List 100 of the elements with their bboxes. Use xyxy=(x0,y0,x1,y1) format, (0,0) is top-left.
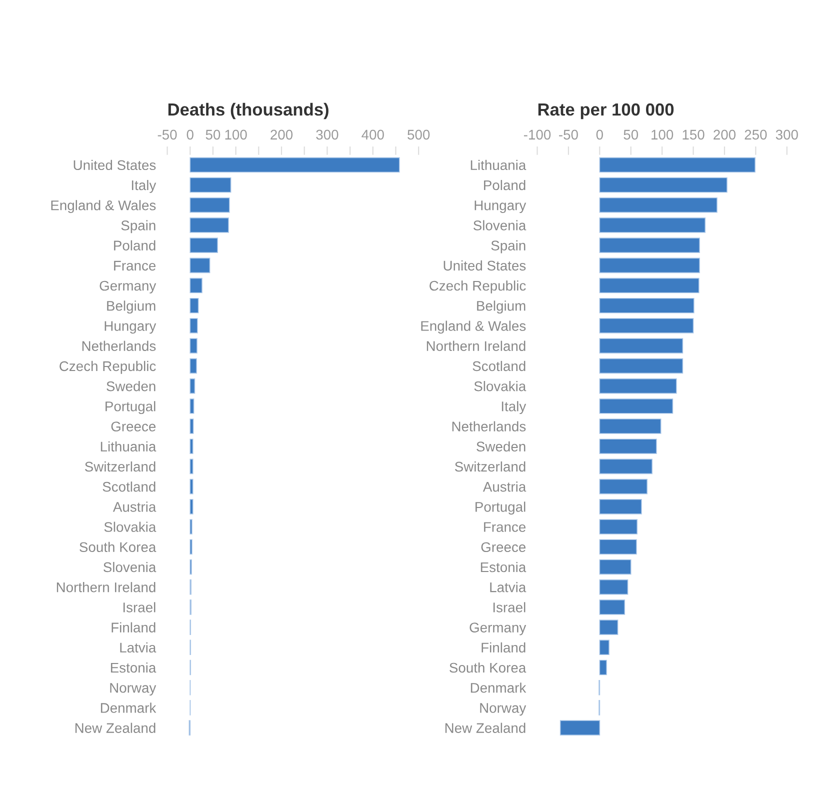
y-tick-label: England & Wales xyxy=(421,320,526,334)
bar xyxy=(190,499,194,514)
y-tick-label: Norway xyxy=(110,683,156,696)
y-tick-label: Hungary xyxy=(104,321,156,334)
bar xyxy=(190,298,199,314)
y-tick-label: Czech Republic xyxy=(430,280,526,294)
y-tick-label: Finland xyxy=(482,642,526,653)
y-tick-label: France xyxy=(114,260,156,271)
y-tick-label: Israel xyxy=(123,602,156,612)
bar xyxy=(190,338,198,354)
y-tick-label: Slovakia xyxy=(104,522,156,532)
y-tick-label: Switzerland xyxy=(85,461,156,472)
y-tick-label: Latvia xyxy=(490,582,526,592)
y-tick-label: Norway xyxy=(480,703,526,716)
bar xyxy=(599,238,700,253)
x-tick-label: 100 xyxy=(225,130,247,140)
y-tick-label: Estonia xyxy=(110,662,156,673)
bar xyxy=(599,600,626,615)
bar xyxy=(190,438,194,454)
y-tick-label: Denmark xyxy=(100,702,156,713)
bar xyxy=(599,358,684,374)
y-tick-label: Belgium xyxy=(477,300,526,314)
y-tick-label: Italy xyxy=(502,401,526,414)
x-tick-label: -50 xyxy=(559,130,578,140)
x-tick-label: 150 xyxy=(682,130,704,140)
y-tick-label: Italy xyxy=(132,180,156,193)
x-tick-label: 0 xyxy=(596,130,603,140)
bar xyxy=(599,660,607,676)
y-tick-label: Lithuania xyxy=(470,160,526,170)
bar xyxy=(190,398,194,414)
chart-title: Rate per 100 000 xyxy=(538,103,674,120)
y-tick-label: Estonia xyxy=(480,562,526,572)
bar xyxy=(190,157,400,173)
bar xyxy=(599,398,674,414)
y-tick-label: Switzerland xyxy=(454,461,526,472)
bar xyxy=(190,238,218,253)
bar xyxy=(190,218,229,233)
y-tick-label: Portugal xyxy=(476,502,526,515)
y-tick-label: Germany xyxy=(100,280,156,294)
bar xyxy=(190,197,230,213)
y-tick-label: Latvia xyxy=(120,642,156,653)
bar xyxy=(599,318,694,334)
x-tick-label: 0 xyxy=(186,130,194,140)
y-tick-label: Poland xyxy=(114,240,156,250)
x-tick-label: -100 xyxy=(524,130,551,140)
y-tick-label: Greece xyxy=(481,542,526,552)
chart-title: Deaths (thousands) xyxy=(168,102,328,120)
y-tick-label: South Korea xyxy=(80,542,156,552)
bar xyxy=(599,539,637,555)
bar xyxy=(599,640,610,656)
bar xyxy=(599,438,657,454)
y-tick-label: New Zealand xyxy=(75,722,156,733)
bar xyxy=(599,378,677,394)
y-tick-label: Greece xyxy=(111,422,156,432)
bar xyxy=(190,177,232,193)
y-tick-label: New Zealand xyxy=(445,722,526,733)
y-tick-label: Slovakia xyxy=(474,381,526,392)
bar xyxy=(599,579,628,595)
x-tick-label: 300 xyxy=(776,130,798,140)
y-tick-label: Belgium xyxy=(107,300,156,314)
bar xyxy=(190,278,202,294)
y-tick-label: Sweden xyxy=(476,441,526,452)
x-tick-label: 400 xyxy=(362,130,384,140)
bar xyxy=(190,478,194,494)
bar xyxy=(599,218,706,233)
bar xyxy=(190,378,196,394)
bar xyxy=(560,720,600,736)
bar xyxy=(190,358,197,374)
bar xyxy=(599,197,718,213)
bar xyxy=(599,418,662,434)
bar xyxy=(599,157,756,173)
x-tick-label: 100 xyxy=(652,130,674,140)
y-tick-label: United States xyxy=(74,160,156,170)
x-tick-label: 50 xyxy=(206,130,220,140)
x-tick-label: 250 xyxy=(744,130,767,140)
y-tick-label: Spain xyxy=(491,240,526,254)
y-tick-label: United States xyxy=(444,260,526,271)
x-tick-label: 300 xyxy=(316,130,338,140)
y-tick-label: Northern Ireland xyxy=(426,340,526,351)
bar xyxy=(599,298,694,314)
bar xyxy=(190,458,194,474)
bar xyxy=(190,318,198,334)
y-tick-label: Austria xyxy=(482,482,526,492)
y-tick-label: Denmark xyxy=(470,682,526,693)
y-tick-label: Slovenia xyxy=(473,220,526,230)
y-tick-label: Finland xyxy=(112,622,156,632)
x-tick-label: -50 xyxy=(158,130,177,140)
bar xyxy=(599,258,700,274)
y-tick-label: South Korea xyxy=(450,662,526,673)
bar xyxy=(599,519,638,534)
x-tick-label: 200 xyxy=(270,130,293,140)
y-tick-label: Sweden xyxy=(106,381,156,392)
y-tick-label: Netherlands xyxy=(452,421,526,432)
x-tick-label: 500 xyxy=(408,130,430,140)
y-tick-label: Austria xyxy=(112,502,156,512)
bar xyxy=(599,458,653,474)
y-tick-label: Netherlands xyxy=(82,340,156,351)
y-tick-label: Scotland xyxy=(102,482,156,492)
y-tick-label: Scotland xyxy=(472,360,526,372)
bar xyxy=(599,278,700,294)
